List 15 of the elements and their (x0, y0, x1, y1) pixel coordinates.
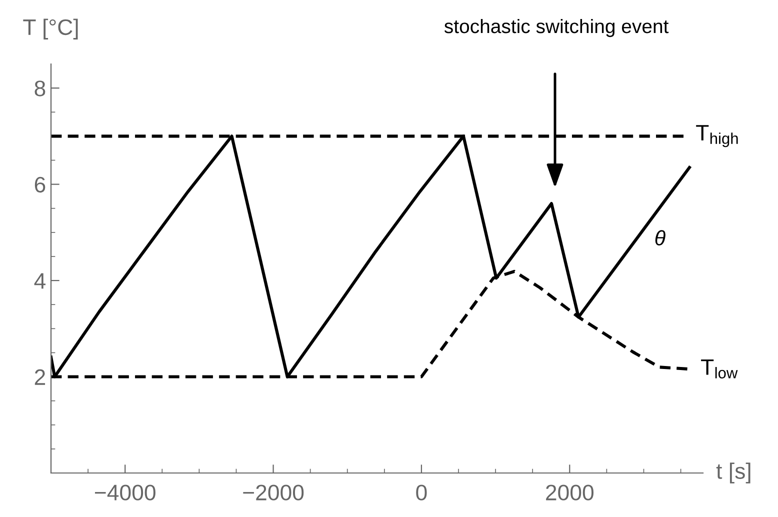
series-label: T$_{low}$ (701, 359, 738, 378)
annotation: θ (655, 230, 666, 246)
line-series (51, 134, 691, 378)
text: stochastic switching event (444, 18, 669, 38)
x-tick-label: 0 (416, 484, 427, 500)
x-tick-label: 2000 (546, 484, 594, 500)
y-tick-label: 4 (34, 273, 46, 289)
y-tick-label: 8 (34, 80, 46, 96)
y-axis-title: T [°C] (23, 18, 78, 40)
y-tick-label: 6 (34, 176, 46, 193)
x-tick-label: −4000 (94, 484, 156, 500)
x-axis-title: t [s] (716, 462, 750, 484)
y-tick-label: 2 (34, 369, 46, 385)
x-tick-label: −2000 (243, 484, 304, 500)
series-label: T$_{high}$ (696, 125, 738, 148)
